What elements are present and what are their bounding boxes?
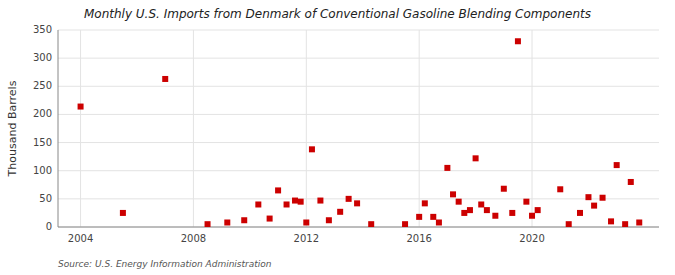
x-tick-label: 2020 (519, 233, 544, 244)
point (585, 194, 591, 200)
point (241, 217, 247, 223)
y-tick-label: 0 (46, 221, 52, 232)
point (577, 210, 583, 216)
point (566, 221, 572, 227)
x-tick-label: 2016 (406, 233, 431, 244)
point (284, 201, 290, 207)
point (205, 221, 211, 227)
point (346, 196, 352, 202)
source: Source: U.S. Energy Information Administ… (58, 259, 272, 269)
point (608, 218, 614, 224)
point (120, 210, 126, 216)
point (600, 195, 606, 201)
point (622, 221, 628, 227)
point (478, 201, 484, 207)
point (501, 186, 507, 192)
y-tick-label: 300 (33, 52, 52, 63)
y-tick-label: 350 (33, 24, 52, 35)
point (529, 213, 535, 219)
point (275, 187, 281, 193)
point (492, 213, 498, 219)
points (78, 38, 643, 227)
y-tick-label: 250 (33, 80, 52, 91)
x-tick-label: 2012 (294, 233, 319, 244)
point (292, 198, 298, 204)
point (298, 199, 304, 205)
point (354, 200, 360, 206)
x-grid-line (532, 30, 533, 227)
point (473, 155, 479, 161)
x-grid-line (80, 30, 81, 227)
point (456, 199, 462, 205)
y-tick-label: 100 (33, 165, 52, 176)
grid (58, 30, 659, 227)
point (162, 76, 168, 82)
point (535, 207, 541, 213)
point (450, 191, 456, 197)
point (337, 209, 343, 215)
point (78, 104, 84, 110)
point (309, 146, 315, 152)
y-grid-line (58, 114, 659, 115)
y-grid-line (58, 198, 659, 199)
chart: 0 50 100 150 200 250 300 350 2004 2008 2012 2016 202… (0, 0, 675, 275)
point (416, 214, 422, 220)
point (484, 207, 490, 213)
point (557, 186, 563, 192)
point (436, 219, 442, 225)
x-tick-label: 2008 (181, 233, 206, 244)
point (402, 221, 408, 227)
point (523, 199, 529, 205)
point (255, 201, 261, 207)
y-axis-line (58, 30, 59, 227)
point (224, 219, 230, 225)
point (317, 198, 323, 204)
y-axis-label: Thousand Barrels (6, 80, 19, 177)
y-tick-label: 200 (33, 108, 52, 119)
point (430, 214, 436, 220)
y-grid-line (58, 58, 659, 59)
y-tick-label: 50 (39, 193, 52, 204)
y-grid-line (58, 170, 659, 171)
point (422, 200, 428, 206)
point (591, 203, 597, 209)
point (326, 217, 332, 223)
point (636, 219, 642, 225)
point (467, 207, 473, 213)
y-tick-label: 150 (33, 137, 52, 148)
x-grid-line (419, 30, 420, 227)
point (461, 210, 467, 216)
y-grid-line (58, 30, 659, 31)
point (303, 219, 309, 225)
y-grid-line (58, 142, 659, 143)
point (628, 179, 634, 185)
point (614, 162, 620, 168)
point (509, 210, 515, 216)
point (267, 216, 273, 222)
point (515, 38, 521, 44)
x-grid-line (193, 30, 194, 227)
y-grid-line (58, 86, 659, 87)
point (444, 165, 450, 171)
x-grid-line (306, 30, 307, 227)
title: Monthly U.S. Imports from Denmark of Con… (84, 7, 591, 21)
x-tick-label: 2004 (68, 233, 93, 244)
point (368, 221, 374, 227)
